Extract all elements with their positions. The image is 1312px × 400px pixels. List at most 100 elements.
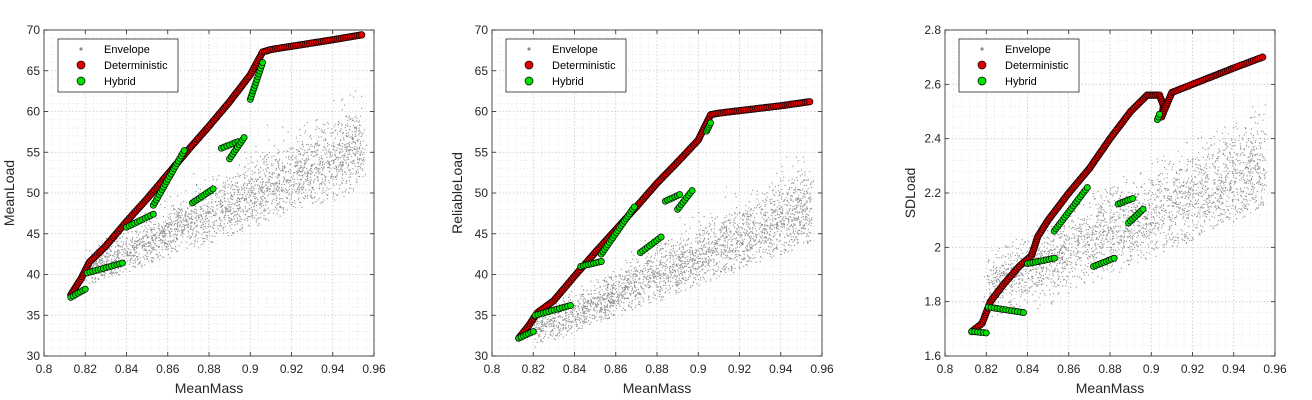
envelope-point [115, 258, 117, 260]
envelope-point [803, 224, 806, 226]
envelope-point [631, 303, 633, 305]
envelope-point [760, 242, 762, 245]
envelope-point [134, 242, 136, 244]
envelope-point [571, 325, 573, 327]
envelope-point [806, 233, 808, 235]
envelope-point [799, 211, 801, 213]
envelope-point [700, 265, 703, 267]
envelope-point [205, 235, 207, 237]
envelope-point [346, 167, 348, 169]
envelope-point [680, 253, 682, 256]
envelope-point [153, 227, 155, 229]
envelope-point [562, 326, 564, 328]
envelope-point [722, 236, 725, 238]
envelope-point [176, 216, 178, 218]
envelope-point [591, 318, 594, 320]
envelope-point [116, 251, 119, 253]
envelope-point [765, 242, 767, 244]
envelope-point [329, 187, 331, 189]
envelope-point [287, 150, 289, 153]
envelope-point [300, 160, 302, 162]
legend-marker [76, 76, 86, 86]
envelope-point [781, 198, 783, 200]
envelope-point [296, 160, 298, 162]
envelope-point [282, 211, 285, 213]
envelope-point [363, 148, 365, 150]
envelope-point [100, 274, 102, 276]
envelope-point [281, 183, 283, 185]
envelope-point [244, 182, 246, 184]
envelope-point [795, 207, 797, 209]
envelope-point [652, 271, 654, 273]
envelope-point [288, 186, 291, 188]
envelope-point [352, 173, 354, 175]
envelope-point [225, 208, 228, 211]
envelope-point [200, 215, 203, 217]
envelope-point [168, 226, 170, 228]
envelope-point [330, 155, 332, 157]
envelope-point [128, 263, 130, 265]
envelope-point [586, 310, 589, 312]
envelope-point [299, 178, 301, 180]
envelope-point [96, 261, 98, 263]
envelope-point [351, 161, 353, 163]
envelope-point [360, 135, 362, 138]
envelope-point [211, 206, 213, 208]
envelope-point [700, 279, 702, 281]
envelope-point [187, 213, 189, 215]
envelope-point [784, 245, 786, 247]
envelope-point [164, 242, 166, 244]
envelope-point [724, 240, 726, 242]
envelope-point [806, 206, 808, 208]
envelope-point [282, 198, 284, 200]
envelope-point [623, 290, 625, 292]
envelope-point [113, 272, 115, 274]
envelope-point [769, 239, 772, 241]
envelope-point [133, 244, 135, 247]
envelope-point [331, 132, 333, 134]
envelope-point [352, 124, 355, 127]
envelope-point [639, 269, 641, 271]
envelope-point [773, 193, 775, 196]
envelope-point [134, 250, 136, 252]
envelope-point [635, 289, 638, 291]
envelope-point [100, 259, 102, 261]
envelope-point [306, 197, 308, 199]
envelope-point [231, 219, 233, 221]
envelope-point [351, 142, 353, 144]
envelope-point [565, 320, 568, 322]
envelope-point [692, 216, 694, 218]
envelope-point [681, 253, 683, 255]
envelope-point [630, 265, 632, 267]
envelope-point [227, 232, 229, 234]
envelope-point [248, 224, 250, 226]
envelope-point [256, 221, 258, 223]
envelope-point [559, 303, 561, 305]
envelope-point [121, 249, 123, 251]
envelope-point [729, 213, 731, 215]
envelope-point [355, 130, 357, 133]
envelope-point [794, 230, 797, 232]
envelope-point [191, 229, 193, 231]
envelope-point [299, 201, 301, 204]
envelope-point [357, 151, 359, 153]
envelope-point [104, 272, 106, 274]
envelope-point [799, 189, 801, 191]
envelope-point [625, 259, 627, 261]
envelope-point [582, 315, 584, 317]
envelope-point [297, 183, 299, 185]
envelope-point [352, 161, 354, 163]
envelope-point [232, 188, 234, 190]
envelope-point [706, 242, 708, 244]
y-tick-label: 65 [27, 64, 41, 78]
envelope-point [170, 245, 172, 247]
envelope-point [293, 184, 295, 186]
envelope-point [265, 184, 267, 186]
envelope-point [715, 248, 717, 250]
envelope-point [247, 219, 249, 222]
envelope-point [255, 180, 258, 182]
envelope-point [727, 267, 729, 270]
envelope-point [354, 145, 356, 147]
envelope-point [558, 329, 560, 331]
envelope-point [294, 161, 296, 164]
